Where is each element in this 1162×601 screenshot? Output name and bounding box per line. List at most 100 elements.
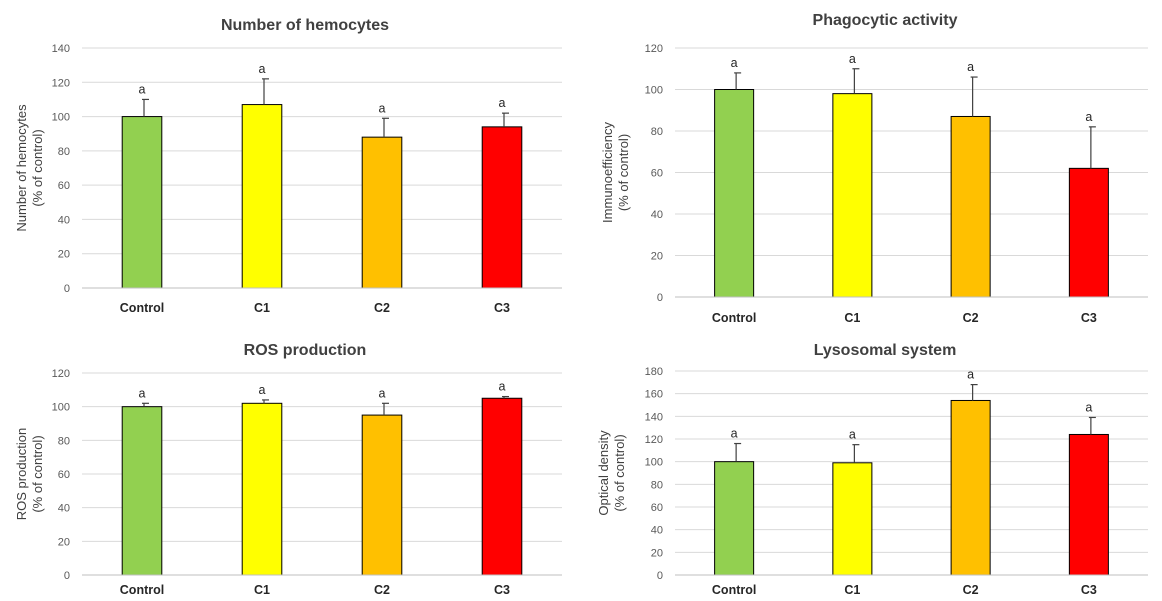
x-category-label: Control [120,301,164,315]
y-axis-label-line: (% of control) [30,435,45,512]
y-tick-label: 80 [651,479,663,491]
chart-title: Lysosomal system [814,342,957,359]
significance-label: a [1085,110,1092,124]
significance-label: a [849,52,856,66]
significance-label: a [967,60,974,74]
bar [832,462,873,576]
bar [481,397,523,576]
y-tick-label: 20 [58,249,70,261]
x-category-label: C1 [254,583,270,597]
y-tick-label: 80 [651,126,663,138]
y-axis-label: Number of hemocytes(% of control) [14,104,45,232]
x-category-label: C3 [1081,311,1097,325]
x-category-label: Control [712,583,756,597]
bar [121,116,163,289]
bar [241,104,283,289]
y-tick-label: 0 [64,283,70,295]
significance-label: a [499,96,506,110]
chart-panel-phagocytic: Phagocytic activity 0 20 40 60 80 100 120 Immuno… [580,0,1162,335]
significance-label: a [379,101,386,115]
y-axis-label-line: (% of control) [616,134,631,211]
x-category-label: Control [120,583,164,597]
y-axis-label-line: Number of hemocytes [14,104,29,232]
significance-label: a [1085,400,1092,414]
x-category-label: C2 [374,583,390,597]
significance-label: a [499,380,506,394]
y-tick-label: 100 [52,402,70,414]
y-tick-label: 80 [58,146,70,158]
y-tick-label: 40 [58,503,70,515]
bar [832,93,873,298]
chart-title: ROS production [244,342,367,359]
significance-label: a [139,386,146,400]
x-category-label: C1 [844,311,860,325]
y-tick-label: 60 [651,502,663,514]
y-tick-label: 140 [52,43,70,55]
bar [121,406,163,576]
significance-label: a [731,56,738,70]
y-tick-label: 0 [64,570,70,582]
bar [1068,433,1109,576]
x-category-label: Control [712,311,756,325]
y-tick-label: 60 [58,469,70,481]
chart-panel-lysosomal: Lysosomal system 0 20 40 60 80 100 120 140 160 180… [580,335,1162,601]
y-tick-label: 120 [52,368,70,380]
y-tick-label: 100 [645,457,663,469]
y-tick-label: 100 [645,85,663,97]
y-tick-label: 80 [58,435,70,447]
chart-svg-hemocytes: Number of hemocytes 0 20 40 60 80 100 120 140 Num… [14,17,562,315]
chart-svg-phagocytic: Phagocytic activity 0 20 40 60 80 100 120 Immuno… [600,12,1148,325]
x-category-label: C3 [1081,583,1097,597]
bar [361,414,403,576]
significance-label: a [259,62,266,76]
y-tick-label: 20 [651,251,663,263]
y-axis-label: ROS production(% of control) [14,428,45,521]
y-tick-label: 60 [651,168,663,180]
y-axis-label: Optical density(% of control) [596,430,627,516]
significance-label: a [259,383,266,397]
y-tick-label: 20 [58,536,70,548]
chart-title: Phagocytic activity [813,12,958,29]
significance-label: a [731,427,738,441]
y-tick-label: 120 [52,77,70,89]
chart-title: Number of hemocytes [221,17,389,34]
significance-label: a [967,368,974,382]
y-tick-label: 120 [645,43,663,55]
x-category-label: C2 [963,311,979,325]
x-category-label: C1 [254,301,270,315]
y-tick-label: 60 [58,180,70,192]
y-tick-label: 0 [657,292,663,304]
significance-label: a [379,386,386,400]
x-category-label: C2 [374,301,390,315]
y-tick-label: 40 [651,209,663,221]
bar [714,461,755,576]
y-tick-label: 0 [657,570,663,582]
bar [950,399,991,576]
bar [950,115,991,298]
chart-svg-ros: ROS production 0 20 40 60 80 100 120 ROS product… [14,342,562,597]
y-axis-label-line: ROS production [14,428,29,521]
y-axis-label-line: (% of control) [30,129,45,206]
y-tick-label: 160 [645,389,663,401]
y-axis-label: Immunoefficiency(% of control) [600,122,631,223]
significance-label: a [139,82,146,96]
x-category-label: C2 [963,583,979,597]
chart-panel-ros: ROS production 0 20 40 60 80 100 120 ROS product… [0,335,580,601]
y-tick-label: 20 [651,547,663,559]
bar [714,89,755,298]
chart-panel-hemocytes: Number of hemocytes 0 20 40 60 80 100 120 140 Num… [0,0,580,330]
bar [361,136,403,289]
x-category-label: C3 [494,301,510,315]
x-category-label: C3 [494,583,510,597]
y-tick-label: 140 [645,411,663,423]
y-tick-label: 40 [58,214,70,226]
significance-label: a [849,428,856,442]
chart-svg-lysosomal: Lysosomal system 0 20 40 60 80 100 120 140 160 180… [596,342,1148,597]
bar [481,126,523,289]
y-tick-label: 40 [651,525,663,537]
y-tick-label: 120 [645,434,663,446]
y-axis-label-line: Immunoefficiency [600,122,615,223]
y-tick-label: 100 [52,112,70,124]
x-category-label: C1 [844,583,860,597]
bar [1068,167,1109,298]
